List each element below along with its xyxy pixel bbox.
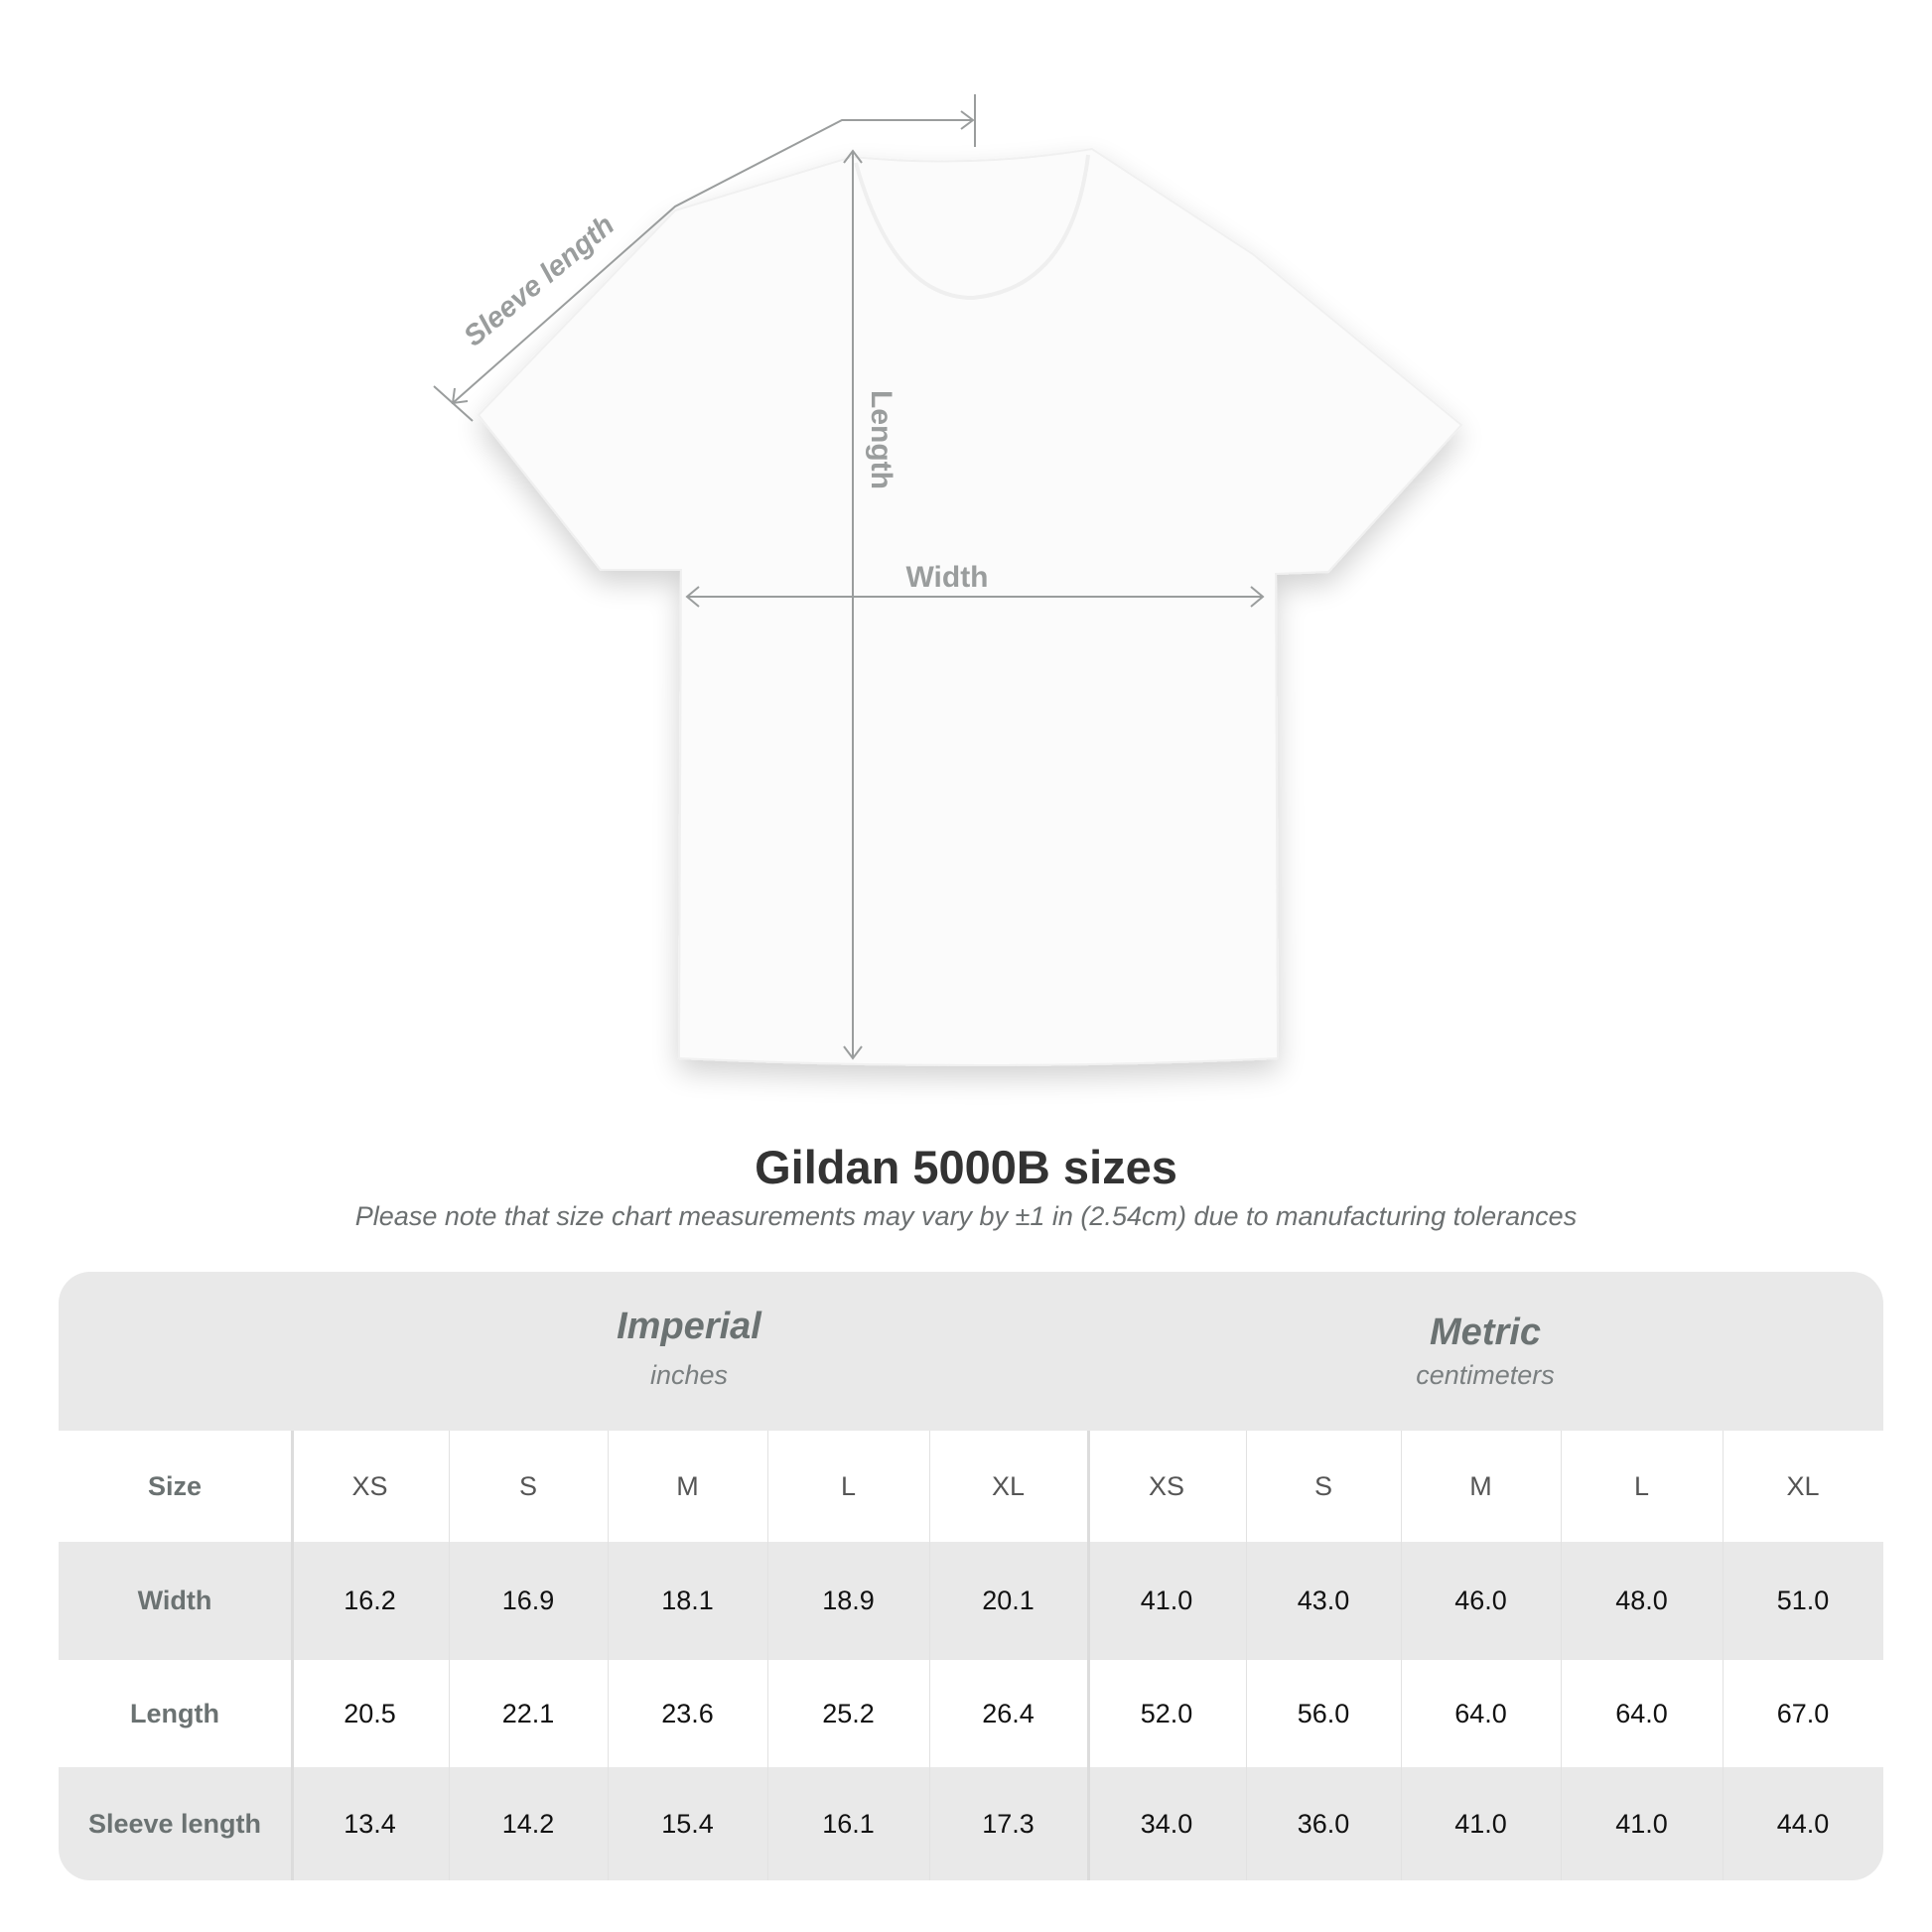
column-divider <box>1561 1431 1562 1880</box>
collar <box>854 154 1090 301</box>
width-label: Width <box>905 561 988 594</box>
table-cell: 22.1 <box>501 1698 555 1728</box>
column-divider <box>291 1431 294 1880</box>
table-cell: 52.0 <box>1140 1698 1193 1728</box>
size-column-header: XL <box>991 1470 1026 1501</box>
table-cell: 15.4 <box>661 1808 714 1839</box>
table-cell: 41.0 <box>1615 1808 1668 1839</box>
table-cell: 64.0 <box>1615 1698 1668 1728</box>
size-column-header: XL <box>1786 1470 1820 1501</box>
table-cell: 14.2 <box>501 1808 555 1839</box>
sleeve-line <box>452 119 973 404</box>
column-divider <box>767 1431 768 1880</box>
length-label: Length <box>865 390 897 489</box>
row-label: Sleeve length <box>87 1808 262 1839</box>
column-divider <box>1401 1431 1402 1880</box>
table-cell: 56.0 <box>1297 1698 1350 1728</box>
group-imperial: Imperial inches <box>291 1272 1087 1431</box>
table-cell: 17.3 <box>982 1808 1035 1839</box>
width-arrow-left <box>685 586 700 608</box>
group-metric: Metric centimeters <box>1087 1272 1883 1431</box>
table-cell: 13.4 <box>344 1808 396 1839</box>
column-divider <box>1723 1431 1724 1880</box>
table-cell: 41.0 <box>1140 1586 1193 1615</box>
table-cell: 46.0 <box>1454 1586 1507 1615</box>
table-cell: 51.0 <box>1776 1586 1830 1615</box>
table-cell: 44.0 <box>1776 1808 1830 1839</box>
table-cell: 36.0 <box>1297 1808 1350 1839</box>
column-divider <box>1246 1431 1247 1880</box>
size-column-header: L <box>1633 1470 1650 1501</box>
tshirt-diagram: Sleeve length Length Width <box>433 94 1463 1066</box>
group-unit: inches <box>649 1360 729 1390</box>
column-divider <box>608 1431 609 1880</box>
table-cell: 26.4 <box>982 1698 1035 1728</box>
sleeve-tick-left <box>433 385 474 422</box>
group-unit: centimeters <box>1416 1360 1555 1390</box>
size-column-header: S <box>518 1470 537 1501</box>
column-divider <box>449 1431 450 1880</box>
table-header-band <box>59 1272 1883 1431</box>
table-cell: 67.0 <box>1776 1698 1830 1728</box>
size-column-header: M <box>1469 1470 1492 1501</box>
row-label: Width <box>137 1586 212 1615</box>
table-cell: 16.2 <box>344 1586 396 1615</box>
size-column-header: XS <box>1148 1470 1185 1501</box>
row-band-sleeve <box>59 1767 1883 1880</box>
table-cell: 16.1 <box>822 1808 875 1839</box>
table-cell: 16.9 <box>501 1586 555 1615</box>
table-cell: 48.0 <box>1615 1586 1668 1615</box>
size-chart-table: Imperial inches Metric centimeters Size X… <box>59 1272 1883 1880</box>
measurement-lines <box>433 94 1265 1060</box>
size-column-header: XS <box>351 1470 388 1501</box>
size-column-header: L <box>840 1470 857 1501</box>
length-arrow-bottom <box>843 1045 863 1060</box>
table-cell: 34.0 <box>1140 1808 1193 1839</box>
row-band-width <box>59 1542 1883 1660</box>
group-name: Imperial <box>617 1306 761 1347</box>
table-cell: 20.5 <box>344 1698 396 1728</box>
row-label: Length <box>130 1698 219 1728</box>
tshirt-body <box>477 147 1463 1066</box>
column-divider <box>1087 1431 1090 1880</box>
size-header: Size <box>147 1470 203 1501</box>
tolerance-note: Please note that size chart measurements… <box>354 1201 1578 1231</box>
column-divider <box>929 1431 930 1880</box>
size-column-header: S <box>1313 1470 1332 1501</box>
table-cell: 20.1 <box>982 1586 1035 1615</box>
table-cell: 18.1 <box>661 1586 714 1615</box>
table-cell: 18.9 <box>822 1586 875 1615</box>
length-arrow-top <box>843 149 863 164</box>
table-cell: 25.2 <box>822 1698 875 1728</box>
sleeve-arrow-right <box>960 110 975 130</box>
width-arrow-right <box>1250 586 1265 608</box>
table-cell: 41.0 <box>1454 1808 1507 1839</box>
table-cell: 64.0 <box>1454 1698 1507 1728</box>
table-cell: 43.0 <box>1297 1586 1350 1615</box>
page-title: Gildan 5000B sizes <box>755 1141 1177 1193</box>
table-cell: 23.6 <box>661 1698 714 1728</box>
group-name: Metric <box>1430 1311 1541 1353</box>
size-column-header: M <box>676 1470 699 1501</box>
